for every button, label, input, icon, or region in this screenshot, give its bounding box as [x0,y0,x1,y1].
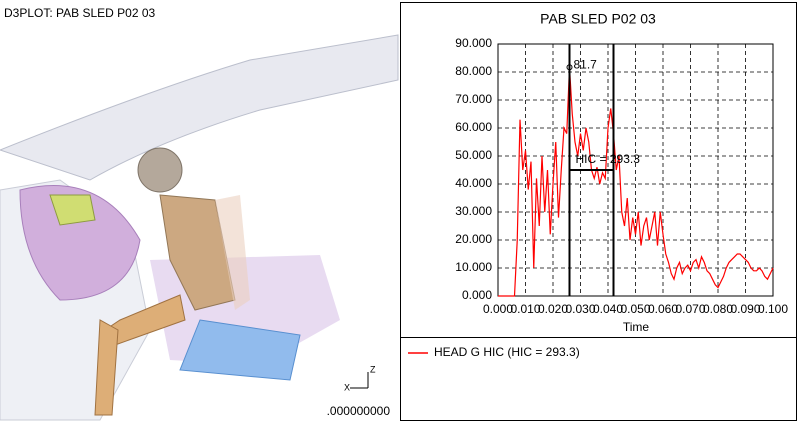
axis-x: X [344,382,350,392]
series-line [498,67,774,297]
hic-label: HIC = 293.3 [576,152,641,166]
x-tick-label: 0.100 [758,302,788,316]
x-tick-label: 0.090 [730,302,760,316]
time-label: .000000000 [327,404,391,418]
x-tick-label: 0.070 [675,302,705,316]
x-tick-label: 0.050 [620,302,650,316]
legend-label: HEAD G HIC (HIC = 293.3) [434,345,580,359]
x-tick-label: 0.000 [483,302,513,316]
y-tick-label: 50.000 [455,148,492,162]
x-tick-label: 0.010 [510,302,540,316]
axis-z: Z [370,364,376,374]
y-tick-label: 10.000 [455,260,492,274]
legend-panel [400,337,797,421]
x-tick-label: 0.040 [593,302,623,316]
x-tick-label: 0.060 [648,302,678,316]
y-tick-label: 20.000 [455,232,492,246]
model [0,34,399,421]
y-tick-label: 90.000 [455,36,492,50]
y-tick-label: 30.000 [455,204,492,218]
viewport-title: D3PLOT: PAB SLED P02 03 [4,6,156,20]
chart-title: PAB SLED P02 03 [540,11,656,27]
x-tick-label: 0.080 [703,302,733,316]
x-tick-label: 0.020 [538,302,568,316]
y-tick-label: 80.000 [455,64,492,78]
y-tick-label: 40.000 [455,176,492,190]
y-tick-label: 0.000 [462,288,492,302]
x-axis-label: Time [623,320,650,334]
y-tick-label: 70.000 [455,92,492,106]
x-tick-label: 0.030 [565,302,595,316]
y-tick-label: 60.000 [455,120,492,134]
peak-label: 81.7 [574,57,598,71]
